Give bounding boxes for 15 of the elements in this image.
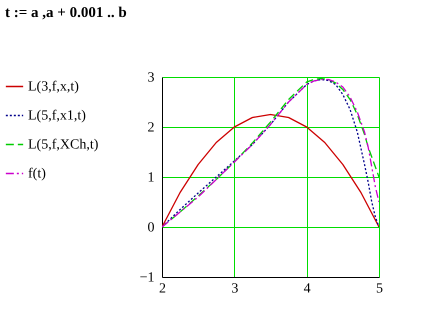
text: t := a ,a + 0.001 .. b: [5, 5, 127, 21]
legend-label: L(5,f,x1,t): [28, 108, 86, 124]
y-tick-label: −1: [140, 270, 154, 286]
legend-label: f(t): [28, 166, 46, 182]
x-tick-label: 5: [376, 282, 383, 296]
x-tick-label: 3: [231, 282, 238, 296]
y-tick-label: 3: [148, 70, 154, 86]
legend-label: L(3,f,x,t): [28, 80, 80, 94]
line-series: [162, 114, 379, 228]
y-tick-label: 2: [148, 120, 154, 136]
y-tick-label: 1: [148, 170, 154, 186]
x-tick-label: 4: [304, 282, 311, 296]
legend-label: L(5,f,XCh,t): [28, 138, 99, 152]
y-tick-label: 0: [148, 220, 154, 236]
x-tick-label: 2: [159, 282, 166, 296]
